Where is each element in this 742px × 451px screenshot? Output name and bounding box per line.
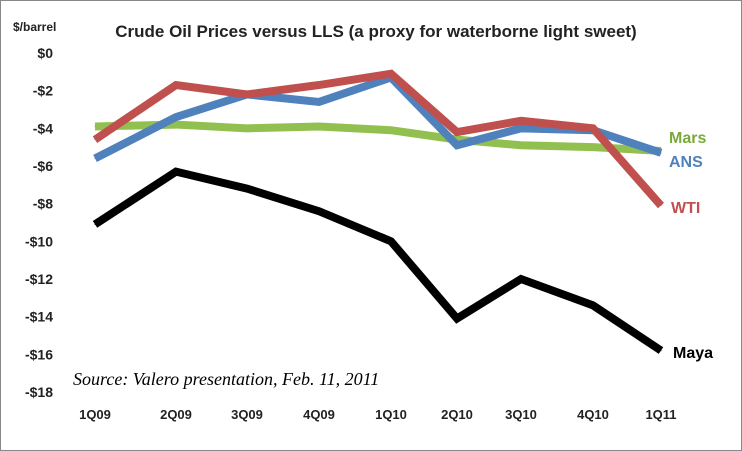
y-tick-label: -$6: [33, 158, 53, 174]
data-point-mars: [520, 144, 522, 146]
y-tick-label: -$10: [25, 233, 53, 249]
data-point-wti: [94, 139, 96, 141]
y-tick-label: -$12: [25, 271, 53, 287]
data-point-wti: [318, 84, 320, 86]
x-tick-label: 1Q11: [645, 407, 676, 422]
data-point-wti: [456, 131, 458, 133]
x-tick-label: 4Q10: [577, 407, 609, 422]
data-point-maya: [660, 350, 662, 352]
data-point-wti: [660, 205, 662, 207]
series-label-wti: WTI: [671, 200, 700, 217]
x-tick-label: 3Q09: [231, 407, 263, 422]
source-annotation: Source: Valero presentation, Feb. 11, 20…: [73, 369, 379, 389]
x-tick-label: 1Q10: [375, 407, 407, 422]
y-tick-label: -$2: [33, 83, 53, 99]
x-tick-label: 2Q10: [441, 407, 473, 422]
y-axis-label: $/barrel: [13, 20, 56, 34]
y-tick-label: $0: [37, 45, 53, 61]
x-tick-label: 1Q09: [79, 407, 111, 422]
data-point-wti: [592, 127, 594, 129]
data-point-wti: [175, 84, 177, 86]
x-tick-label: 3Q10: [505, 407, 537, 422]
data-point-mars: [592, 146, 594, 148]
data-point-mars: [94, 125, 96, 127]
y-tick-label: -$18: [25, 384, 53, 400]
x-tick-label: 4Q09: [303, 407, 335, 422]
y-tick-label: -$4: [33, 120, 53, 136]
y-tick-label: -$8: [33, 196, 53, 212]
series-line-maya: [92, 167, 664, 354]
data-point-maya: [246, 188, 248, 190]
data-point-mars: [246, 127, 248, 129]
y-tick-label: -$16: [25, 346, 53, 362]
data-point-maya: [456, 318, 458, 320]
x-tick-label: 2Q09: [160, 407, 192, 422]
data-point-mars: [390, 129, 392, 131]
data-point-maya: [390, 240, 392, 242]
data-point-ans: [520, 127, 522, 129]
data-point-mars: [318, 125, 320, 127]
chart-title: Crude Oil Prices versus LLS (a proxy for…: [115, 22, 636, 41]
series-label-mars: Mars: [669, 130, 706, 147]
data-point-wti: [520, 120, 522, 122]
series-line-wti: [92, 69, 665, 209]
series-label-ans: ANS: [669, 154, 703, 171]
data-point-wti: [246, 93, 248, 95]
data-point-ans: [94, 157, 96, 159]
data-point-maya: [318, 210, 320, 212]
data-point-wti: [390, 73, 392, 75]
data-point-maya: [94, 223, 96, 225]
data-point-mars: [175, 124, 177, 126]
data-point-maya: [520, 278, 522, 280]
data-point-maya: [175, 171, 177, 173]
data-point-ans: [456, 144, 458, 146]
data-point-ans: [175, 116, 177, 118]
data-point-ans: [660, 152, 662, 154]
data-point-maya: [592, 304, 594, 306]
data-point-ans: [318, 101, 320, 103]
series-label-maya: Maya: [673, 345, 713, 362]
y-tick-label: -$14: [25, 309, 53, 325]
